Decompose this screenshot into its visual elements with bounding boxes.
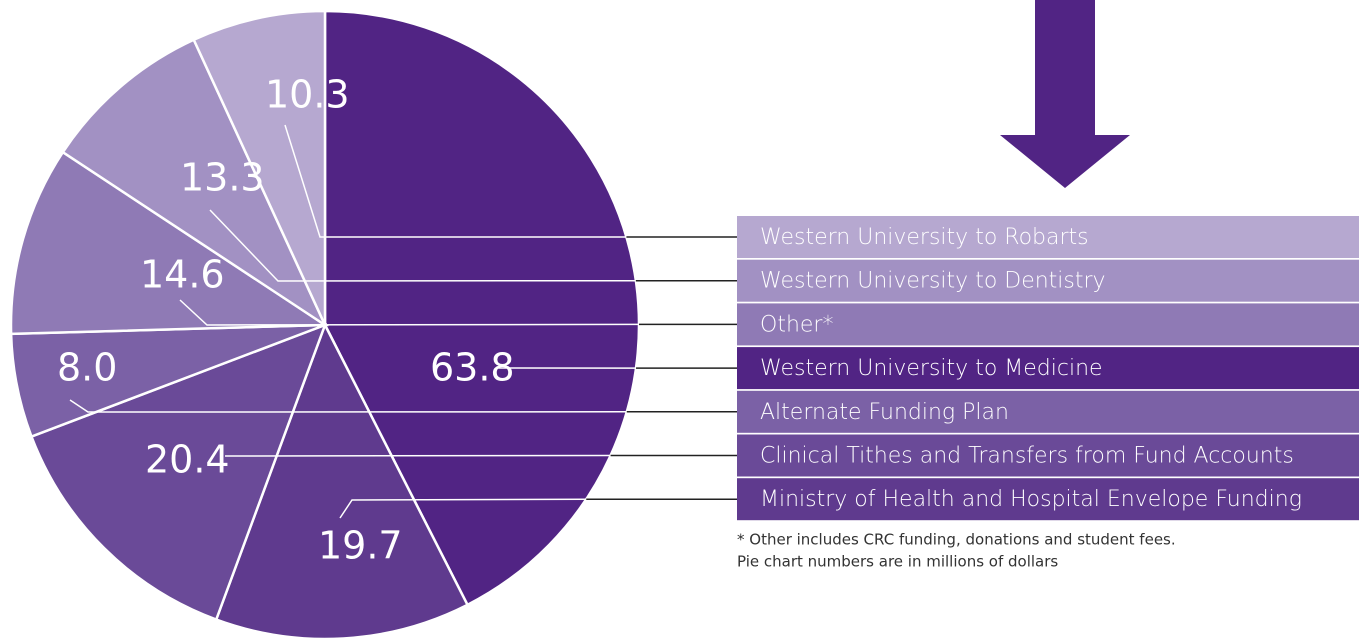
footnote: Pie chart numbers are in millions of dol… <box>737 553 1058 571</box>
legend-swatch <box>737 390 1359 433</box>
pie-slice <box>192 9 327 326</box>
legend-label: Other* <box>760 312 833 337</box>
leader-line <box>179 299 640 326</box>
legend-label: Clinical Tithes and Transfers from Fund … <box>760 444 1294 469</box>
legend-label: Western University to Dentistry <box>760 269 1106 294</box>
leader-line <box>209 209 636 282</box>
value-label: 10.3 <box>265 73 350 117</box>
value-label: 8.0 <box>57 346 117 390</box>
legend-swatch <box>737 434 1359 477</box>
leader-line <box>284 124 627 238</box>
pie-slice <box>61 38 328 329</box>
value-label: 14.6 <box>140 253 225 297</box>
leader-line <box>69 399 627 413</box>
pie-slice <box>9 150 329 336</box>
legend-swatch <box>737 478 1359 521</box>
legend-label: Ministry of Health and Hospital Envelope… <box>760 487 1302 512</box>
value-label: 13.3 <box>180 156 265 200</box>
leader-line <box>339 498 587 519</box>
legend-swatch <box>737 303 1359 346</box>
legend-swatch <box>737 259 1359 302</box>
legend-swatch <box>737 347 1359 390</box>
pie-slice <box>214 321 470 638</box>
pie-slice <box>29 322 328 622</box>
footnote: * Other includes CRC funding, donations … <box>737 531 1176 549</box>
value-label: 63.8 <box>430 346 515 390</box>
legend-swatch <box>737 216 1359 258</box>
legend-label: Western University to Medicine <box>760 356 1103 381</box>
arrow <box>1000 0 1130 188</box>
legend-label: Alternate Funding Plan <box>760 400 1009 425</box>
legend-label: Western University to Robarts <box>760 225 1089 250</box>
leader-line <box>224 454 611 457</box>
value-label: 20.4 <box>145 438 230 482</box>
value-label: 19.7 <box>318 524 403 568</box>
